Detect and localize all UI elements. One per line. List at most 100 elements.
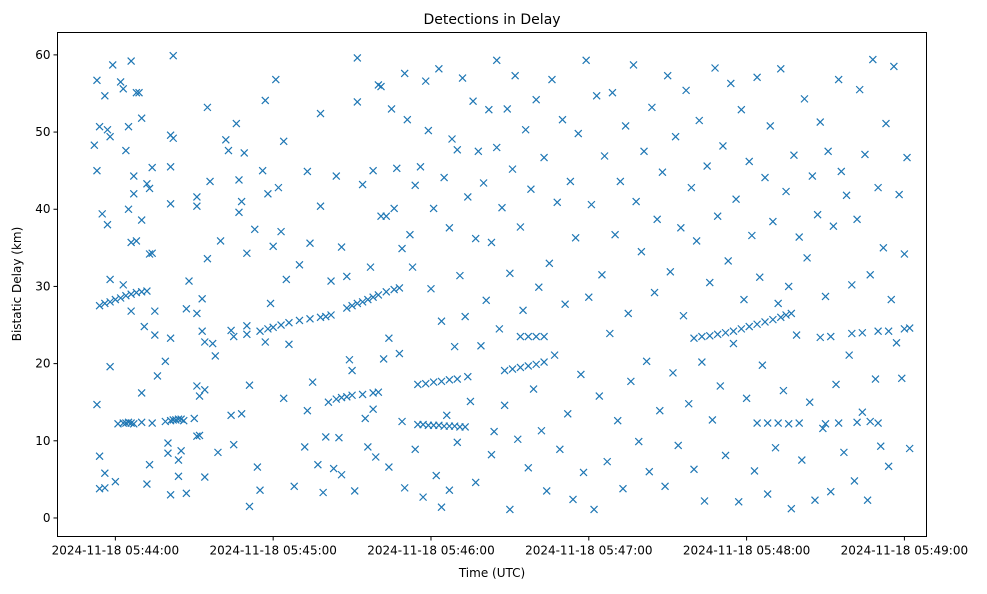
data-point: [750, 466, 759, 475]
data-point: [227, 411, 236, 420]
data-point: [892, 338, 901, 347]
data-point: [164, 439, 172, 448]
data-point: [666, 267, 675, 276]
data-point: [150, 307, 159, 316]
data-point: [753, 419, 762, 427]
data-point: [487, 238, 496, 247]
data-point: [690, 334, 698, 343]
data-point: [747, 231, 756, 240]
data-point: [761, 173, 769, 182]
data-point: [269, 242, 278, 251]
data-point: [516, 223, 525, 231]
data-point: [813, 210, 822, 219]
data-point: [150, 331, 159, 339]
data-point: [390, 204, 399, 213]
data-point: [861, 150, 869, 159]
data-point: [192, 192, 201, 201]
data-point: [263, 324, 272, 333]
data-point: [374, 388, 383, 397]
data-point: [192, 382, 201, 390]
data-point: [508, 165, 517, 174]
data-point: [634, 437, 643, 446]
data-point: [329, 464, 338, 473]
data-point: [737, 324, 746, 333]
data-point: [784, 282, 793, 291]
data-point: [192, 432, 201, 441]
data-point: [437, 503, 446, 512]
data-point: [540, 332, 549, 341]
data-point: [768, 315, 777, 324]
data-point: [832, 380, 840, 389]
data-point: [821, 292, 830, 301]
data-point: [582, 56, 591, 65]
data-point: [198, 327, 207, 336]
data-point: [174, 456, 183, 465]
data-point: [145, 184, 154, 193]
data-point: [166, 490, 175, 499]
data-point: [490, 427, 499, 436]
data-point: [839, 448, 848, 457]
data-point: [608, 88, 617, 97]
data-point: [897, 374, 906, 383]
data-point: [808, 172, 817, 180]
data-point: [384, 463, 393, 471]
data-point: [540, 358, 549, 366]
data-point: [653, 215, 662, 224]
data-point: [366, 263, 375, 272]
data-point: [642, 357, 651, 366]
data-point: [177, 446, 186, 455]
data-point: [350, 487, 359, 495]
data-point: [695, 116, 704, 125]
x-tick-label: 2024-11-18 05:49:00: [841, 544, 968, 558]
data-point: [742, 394, 751, 403]
data-point: [900, 250, 909, 258]
data-point: [129, 172, 138, 180]
data-point: [295, 260, 304, 269]
data-point: [477, 341, 485, 350]
data-point: [874, 183, 883, 192]
data-point: [95, 301, 104, 310]
data-point: [174, 472, 183, 481]
data-point: [379, 355, 388, 363]
data-point: [579, 468, 588, 477]
data-point: [613, 416, 622, 425]
data-point: [166, 162, 175, 171]
data-point: [632, 197, 641, 206]
data-point: [332, 172, 341, 180]
data-point: [182, 304, 191, 313]
data-point: [169, 51, 178, 60]
data-point: [563, 409, 572, 418]
data-point: [395, 349, 404, 358]
data-point: [277, 227, 285, 236]
data-point: [108, 60, 117, 69]
data-point: [453, 375, 462, 383]
data-point: [195, 392, 204, 400]
data-point: [203, 254, 212, 263]
data-point: [684, 399, 693, 408]
data-point: [300, 443, 309, 451]
data-point: [198, 294, 207, 303]
data-point: [166, 199, 175, 208]
data-point: [797, 456, 806, 465]
data-point: [374, 290, 383, 299]
data-point: [774, 419, 783, 427]
data-point: [266, 299, 275, 308]
data-point: [440, 173, 449, 182]
data-point: [327, 277, 335, 285]
data-point: [143, 179, 151, 188]
data-point: [600, 152, 609, 160]
data-point: [592, 91, 601, 100]
data-point: [353, 54, 362, 62]
data-point: [713, 212, 722, 221]
data-point: [532, 360, 541, 369]
y-tick-label: 50: [35, 125, 50, 139]
data-point: [237, 409, 246, 418]
data-point: [745, 322, 754, 331]
data-point: [734, 497, 743, 506]
data-point: [758, 361, 767, 370]
data-point: [358, 390, 367, 399]
data-point: [537, 426, 546, 435]
data-point: [658, 168, 667, 177]
data-point: [584, 293, 593, 302]
data-point: [884, 327, 893, 336]
